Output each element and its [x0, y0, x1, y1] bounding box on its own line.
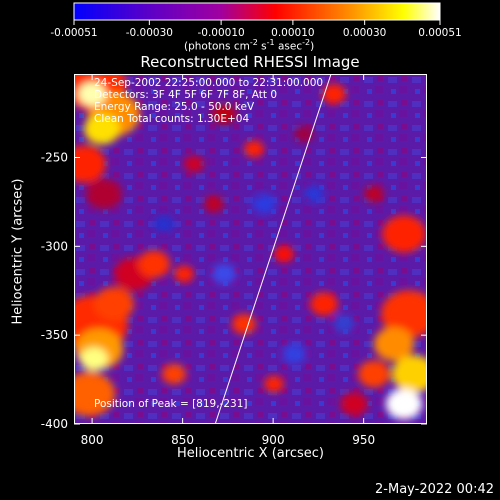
x-tick-label: 850 [171, 433, 194, 447]
heat-spot [364, 185, 384, 203]
heat-spot [204, 195, 224, 213]
colorbar-tick-label: -0.00051 [50, 27, 97, 39]
footer-timestamp: 2-May-2022 00:42 [375, 482, 494, 497]
y-ticks: -250 -300 -350 -400 [41, 151, 427, 431]
heat-spot [381, 290, 427, 338]
heatmap-plot [74, 74, 427, 424]
y-axis-label: Heliocentric Y (arcsec) [10, 178, 26, 325]
colorbar-svg: -0.00051 -0.00030 -0.00010 0.00010 0.00030 0.… [50, 2, 462, 39]
annotation-detectors: Detectors: 3F 4F 5F 6F 7F 8F, Att 0 [94, 89, 278, 101]
x-ticks: 800 850 900 950 [81, 74, 375, 447]
y-tick-label: -400 [41, 417, 68, 431]
heat-spot [358, 360, 390, 388]
heat-spot [74, 145, 106, 183]
heat-spot [184, 155, 204, 173]
limb-line [214, 74, 332, 424]
heat-spot [334, 315, 354, 333]
heat-spot [212, 103, 236, 125]
x-tick-label: 800 [81, 433, 104, 447]
annotation-energy: Energy Range: 25.0 - 50.0 keV [94, 101, 255, 113]
heat-spot [94, 287, 134, 321]
heat-spot [274, 245, 294, 263]
y-tick-label: -300 [41, 239, 68, 253]
annotation-clean: Clean Total counts: 1.30E+04 [94, 113, 250, 125]
heat-spot [392, 355, 427, 393]
heat-spot [340, 392, 368, 416]
colorbar-ticks: -0.00051 -0.00030 -0.00010 0.00010 0.00030 0.… [50, 20, 462, 39]
heat-spot [252, 193, 276, 215]
heat-spot [86, 178, 122, 210]
heat-spot [386, 388, 422, 420]
annotation-peak: Position of Peak = [819,-231] [94, 398, 248, 410]
chart-title: Reconstructed RHESSI Image [140, 53, 360, 71]
heat-spot [294, 125, 314, 143]
x-tick-label: 900 [262, 433, 285, 447]
heat-spot [162, 363, 186, 385]
heat-spot [282, 343, 306, 365]
x-axis-label: Heliocentric X (arcsec) [177, 446, 324, 461]
annotation-time: 24-Sep-2002 22:25:00.000 to 22:31:00.000 [94, 77, 324, 89]
heat-spot [138, 250, 170, 278]
heat-spot [310, 292, 338, 316]
colorbar-tick-label: 0.00030 [343, 27, 386, 39]
heat-spot [264, 375, 284, 393]
heat-spot [174, 265, 194, 283]
heat-spot [74, 371, 115, 417]
plot-frame [74, 74, 427, 424]
colorbar-tick-label: -0.00030 [126, 27, 173, 39]
x-tick-label: 950 [352, 433, 375, 447]
colorbar-tick-label: 0.00051 [418, 27, 461, 39]
y-tick-label: -250 [41, 151, 68, 165]
heat-spot [322, 83, 346, 105]
heat-spot [244, 140, 264, 158]
heat-spot [382, 215, 426, 253]
heat-spot [374, 327, 414, 361]
colorbar-tick-label: -0.00010 [198, 27, 245, 39]
colorbar-tick-label: 0.00010 [271, 27, 314, 39]
y-tick-label: -350 [41, 328, 68, 342]
annotation-block: 24-Sep-2002 22:25:00.000 to 22:31:00.000… [94, 77, 323, 125]
heat-spot [212, 263, 236, 285]
heat-spot [304, 185, 324, 203]
colorbar-unit-label: (photons cm-2 s-1 asec-2) [184, 38, 315, 53]
heat-spot [84, 113, 120, 145]
colorbar [73, 2, 441, 21]
heat-spot [80, 347, 108, 371]
heat-spot [154, 215, 174, 233]
heat-spot [78, 82, 106, 106]
